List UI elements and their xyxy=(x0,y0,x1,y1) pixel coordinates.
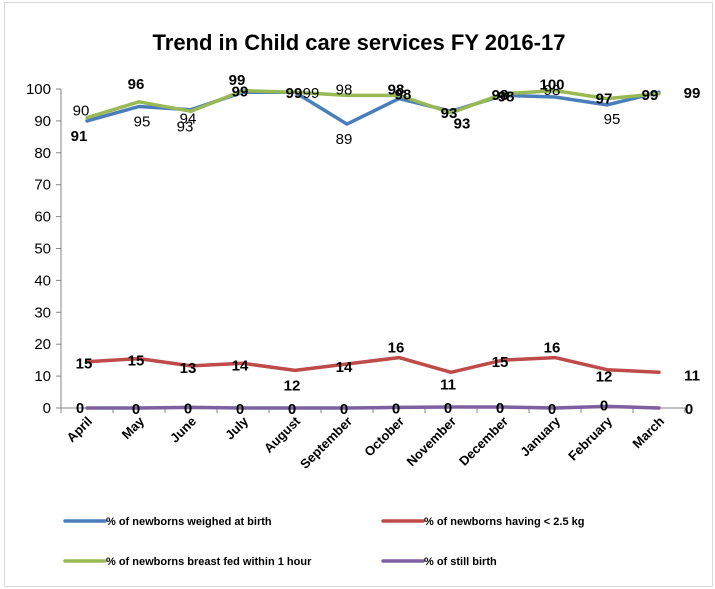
y-tick-label: 40 xyxy=(34,272,51,289)
data-label: 99 xyxy=(286,85,303,102)
data-label: 99 xyxy=(229,72,246,89)
data-label: 15 xyxy=(76,356,93,373)
data-label: 11 xyxy=(440,376,456,393)
data-label: 95 xyxy=(134,114,151,131)
data-label: 98 xyxy=(544,82,561,99)
x-tick-label: August xyxy=(261,413,304,456)
data-label: 0 xyxy=(288,401,296,418)
data-label: 89 xyxy=(336,131,353,148)
x-tick-label: February xyxy=(565,413,615,463)
data-label: 14 xyxy=(232,357,249,374)
series-line-2 xyxy=(85,355,661,375)
data-label: 96 xyxy=(128,76,145,93)
data-label: 93 xyxy=(441,105,458,122)
data-label: 11 xyxy=(684,367,700,384)
data-label: 0 xyxy=(444,400,452,417)
series-line-3 xyxy=(85,88,661,120)
data-label: 12 xyxy=(596,369,613,386)
data-label: 97 xyxy=(596,91,613,108)
series-line-4 xyxy=(85,404,661,410)
data-label: 94 xyxy=(180,111,197,128)
data-label: 99 xyxy=(642,87,659,104)
chart-title: Trend in Child care services FY 2016-17 xyxy=(153,30,566,55)
y-tick-label: 50 xyxy=(34,241,51,258)
y-tick-label: 90 xyxy=(34,113,51,130)
legend-label: % of newborns having < 2.5 kg xyxy=(424,516,584,528)
y-tick-label: 20 xyxy=(34,336,51,353)
data-label: 99 xyxy=(232,84,249,101)
data-label: 0 xyxy=(236,401,244,418)
data-label: 90 xyxy=(73,103,90,120)
data-label: 0 xyxy=(340,401,348,418)
y-tick-label: 60 xyxy=(34,209,51,226)
y-tick-label: 70 xyxy=(34,177,51,194)
data-label: 15 xyxy=(492,354,509,371)
data-label: 0 xyxy=(132,401,140,418)
data-label: 14 xyxy=(336,359,353,376)
x-tick-label: December xyxy=(456,414,511,469)
x-tick-label: September xyxy=(297,414,355,472)
data-label: 91 xyxy=(71,128,88,145)
data-label: 99 xyxy=(303,85,320,102)
legend-label: % of newborns weighed at birth xyxy=(106,516,272,528)
data-label: 98 xyxy=(388,81,405,98)
data-label: 98 xyxy=(395,87,412,104)
data-label: 93 xyxy=(177,118,194,135)
y-tick-label: 100 xyxy=(26,81,51,98)
data-label: 0 xyxy=(548,401,556,418)
data-label: 13 xyxy=(180,360,197,377)
data-label: 16 xyxy=(388,340,405,357)
data-label: 98 xyxy=(492,87,509,104)
line-chart: Trend in Child care services FY 2016-17 … xyxy=(26,30,701,568)
x-tick-label: June xyxy=(167,414,199,446)
data-label: 0 xyxy=(392,400,400,417)
data-label: 16 xyxy=(544,340,561,357)
series-lines xyxy=(85,88,661,410)
data-label: 0 xyxy=(184,400,192,417)
data-label: 12 xyxy=(284,377,301,394)
data-label: 0 xyxy=(76,400,84,417)
data-label: 15 xyxy=(128,353,145,370)
y-tick-label: 30 xyxy=(34,304,51,321)
data-label: 0 xyxy=(600,397,608,414)
data-label: 93 xyxy=(454,115,471,132)
legend-label: % of still birth xyxy=(424,556,497,568)
x-tick-label: October xyxy=(361,414,407,460)
y-tick-label: 10 xyxy=(34,368,51,385)
data-label: 0 xyxy=(685,401,693,418)
x-tick-label: November xyxy=(404,414,460,470)
y-tick-label: 80 xyxy=(34,145,51,162)
data-label: 98 xyxy=(336,81,353,98)
data-label: 0 xyxy=(496,400,504,417)
legend-label: % of newborns breast fed within 1 hour xyxy=(106,556,312,568)
chart-frame: Trend in Child care services FY 2016-17 … xyxy=(4,2,713,587)
data-label: 95 xyxy=(604,111,621,128)
legend: % of newborns weighed at birth % of newbo… xyxy=(63,516,584,568)
x-tick-label: April xyxy=(64,414,96,446)
x-tick-label: March xyxy=(629,413,667,451)
data-label: 98 xyxy=(498,88,515,105)
data-label: 99 xyxy=(684,85,701,102)
data-label: 100 xyxy=(539,77,564,94)
y-tick-label: 0 xyxy=(43,400,51,417)
x-tick-label: January xyxy=(517,413,563,459)
